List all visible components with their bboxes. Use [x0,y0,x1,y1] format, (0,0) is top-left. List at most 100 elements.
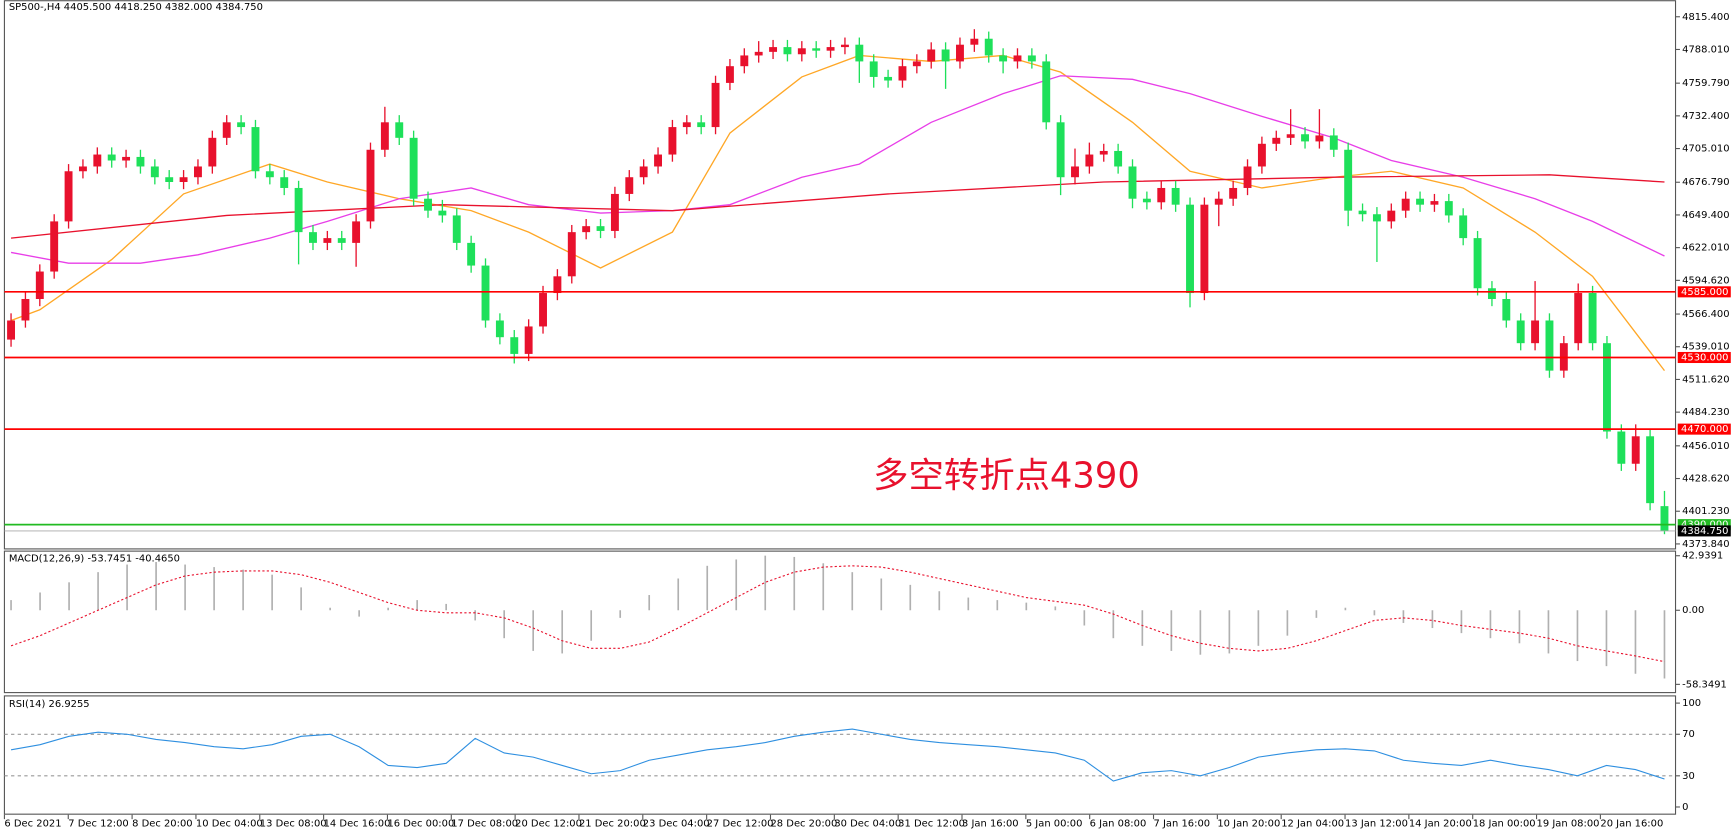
y-tick-label: 4622.010 [1682,243,1729,254]
candle-body [553,276,562,294]
level-tag [1677,286,1731,298]
candle-body [999,55,1008,62]
candle-body [208,137,217,167]
candle-body [1473,238,1482,289]
y-tick-label: 4732.400 [1682,111,1729,122]
candle-body [323,238,332,243]
candle-body [1042,61,1051,123]
candle-body [984,38,993,56]
level-label: 4585.000 [1681,287,1728,298]
macd-title: MACD(12,26,9) -53.7451 -40.4650 [9,553,180,564]
candle-body [740,55,749,67]
y-tick-label: 4484.230 [1682,407,1729,418]
candle-body [50,221,59,272]
candle-body [1329,135,1338,150]
x-tick-label: 30 Dec 04:00 [834,819,901,830]
candle-body [251,127,260,172]
x-tick-label: 20 Jan 16:00 [1600,819,1663,830]
x-tick-label: 16 Dec 00:00 [387,819,454,830]
candle-body [1416,198,1425,205]
candle-body [1128,166,1137,199]
y-tick-label: 4759.790 [1682,78,1729,89]
candle-body [1516,320,1525,344]
candle-body [1186,204,1194,294]
candle-body [452,215,461,243]
candle-body [1588,293,1597,344]
y-tick-label: 0.00 [1682,605,1704,616]
candle-body [495,320,504,338]
candle-body [1243,166,1252,188]
candle-body [970,38,979,45]
level-tag [1677,519,1731,531]
candle-body [567,232,576,277]
last-price-tag [1677,525,1731,537]
candle-body [395,122,404,138]
candle-body [122,156,131,161]
y-tick-label: 4428.620 [1682,474,1729,485]
y-tick-label: 100 [1682,698,1701,709]
candle-body [610,193,619,231]
candle-body [237,122,246,128]
candle-body [582,226,591,233]
candle-body [539,293,547,327]
x-tick-label: 13 Jan 12:00 [1345,819,1408,830]
candle-body [1142,198,1151,203]
candle-body [639,166,648,178]
candle-body [222,122,231,138]
y-tick-label: 4788.010 [1682,44,1729,55]
y-tick-label: 4705.010 [1682,144,1729,155]
candle-body [1229,187,1238,199]
price-panel [3,0,1677,550]
x-tick-label: 6 Jan 08:00 [1090,819,1147,830]
moving-average [10,75,1665,264]
candle-body [956,44,964,62]
level-label: 4390.000 [1681,520,1728,531]
y-tick-label: 42.9391 [1682,551,1723,562]
candle-body [797,48,806,55]
candle-body [510,337,519,354]
candle-body [941,49,950,62]
candle-body [1286,134,1295,138]
candle-body [1315,135,1324,142]
x-tick-label: 10 Jan 20:00 [1217,819,1280,830]
candle-body [1502,298,1511,321]
candle-body [1171,187,1180,205]
y-tick-label: 4815.400 [1682,12,1729,23]
candle-body [869,61,878,77]
candle-body [1358,210,1367,215]
x-tick-label: 20 Dec 12:00 [515,819,582,830]
candle-body [769,47,778,52]
candle-body [150,166,159,178]
candle-body [1459,215,1468,239]
candle-body [697,122,706,128]
x-tick-label: 21 Dec 20:00 [579,819,646,830]
x-tick-label: 8 Dec 20:00 [132,819,193,830]
x-tick-label: 10 Dec 04:00 [196,819,263,830]
candle-body [467,242,476,266]
candle-body [337,238,346,243]
candle-body [855,44,864,62]
candle-body [1401,198,1410,211]
candle-body [179,177,188,182]
candle-body [1056,122,1065,178]
candle-body [1099,150,1108,155]
candle-body [1487,288,1496,299]
y-tick-label: 4676.790 [1682,177,1729,188]
candle-body [438,210,447,216]
level-tag [1677,423,1731,435]
candle-body [194,166,202,178]
candle-body [309,232,317,243]
candle-body [826,47,835,51]
candle-body [668,127,677,155]
candle-body [35,271,44,299]
candle-body [1200,204,1209,294]
x-tick-label: 14 Dec 16:00 [324,819,391,830]
candle-body [1344,149,1353,211]
y-tick-label: 4373.840 [1682,539,1729,550]
candle-body [294,187,303,233]
candle-body [1531,320,1540,344]
moving-average [10,54,1666,372]
candle-body [93,154,102,167]
y-tick-label: -58.3491 [1682,679,1727,690]
y-tick-label: 4511.620 [1682,374,1729,385]
